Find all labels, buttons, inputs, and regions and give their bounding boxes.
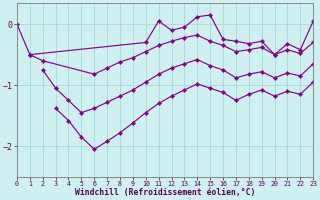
X-axis label: Windchill (Refroidissement éolien,°C): Windchill (Refroidissement éolien,°C) <box>75 188 255 197</box>
